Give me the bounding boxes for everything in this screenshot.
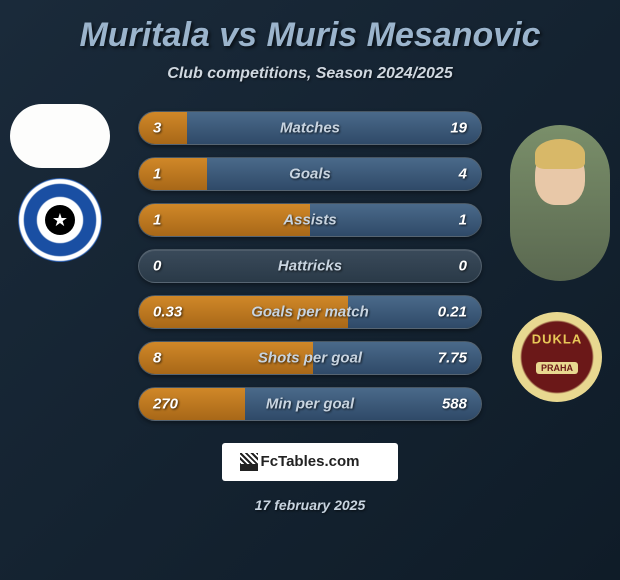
stat-row: 1 Goals 4 (138, 157, 482, 191)
date-text: 17 february 2025 (0, 497, 620, 513)
club-logo-right (512, 312, 602, 402)
page-title: Muritala vs Muris Mesanovic (0, 16, 620, 55)
stat-row: 270 Min per goal 588 (138, 387, 482, 421)
stat-row: 1 Assists 1 (138, 203, 482, 237)
stat-value-right: 19 (450, 120, 467, 137)
club-logo-left (18, 178, 102, 262)
stat-fill-right (207, 158, 481, 190)
comparison-card: Muritala vs Muris Mesanovic Club competi… (0, 0, 620, 580)
stat-value-left: 8 (153, 350, 161, 367)
stat-label: Hattricks (278, 258, 342, 275)
stat-value-left: 0 (153, 258, 161, 275)
stat-value-right: 588 (442, 396, 467, 413)
brand-text: FcTables.com (261, 453, 360, 470)
stat-value-left: 1 (153, 166, 161, 183)
stat-fill-left (139, 158, 207, 190)
stat-row: 3 Matches 19 (138, 111, 482, 145)
stat-label: Goals per match (251, 304, 369, 321)
stat-row: 0 Hattricks 0 (138, 249, 482, 283)
stat-value-right: 4 (459, 166, 467, 183)
stat-label: Shots per goal (258, 350, 362, 367)
brand-badge: FcTables.com (222, 443, 398, 481)
stats-block: 3 Matches 19 1 Goals 4 1 Assists 1 0 Hattricks 0 0.3… (138, 111, 482, 421)
stat-value-left: 3 (153, 120, 161, 137)
stat-value-left: 1 (153, 212, 161, 229)
stat-label: Matches (280, 120, 340, 137)
subtitle: Club competitions, Season 2024/2025 (0, 65, 620, 83)
player-photo-left (10, 104, 110, 168)
stat-value-right: 0 (459, 258, 467, 275)
stat-value-right: 1 (459, 212, 467, 229)
stat-label: Assists (283, 212, 336, 229)
stat-label: Min per goal (266, 396, 354, 413)
stat-value-left: 0.33 (153, 304, 182, 321)
stat-row: 8 Shots per goal 7.75 (138, 341, 482, 375)
stat-fill-left (139, 112, 187, 144)
stat-label: Goals (289, 166, 331, 183)
stat-value-right: 0.21 (438, 304, 467, 321)
stat-value-left: 270 (153, 396, 178, 413)
player-photo-right (510, 125, 610, 281)
stat-row: 0.33 Goals per match 0.21 (138, 295, 482, 329)
stat-value-right: 7.75 (438, 350, 467, 367)
